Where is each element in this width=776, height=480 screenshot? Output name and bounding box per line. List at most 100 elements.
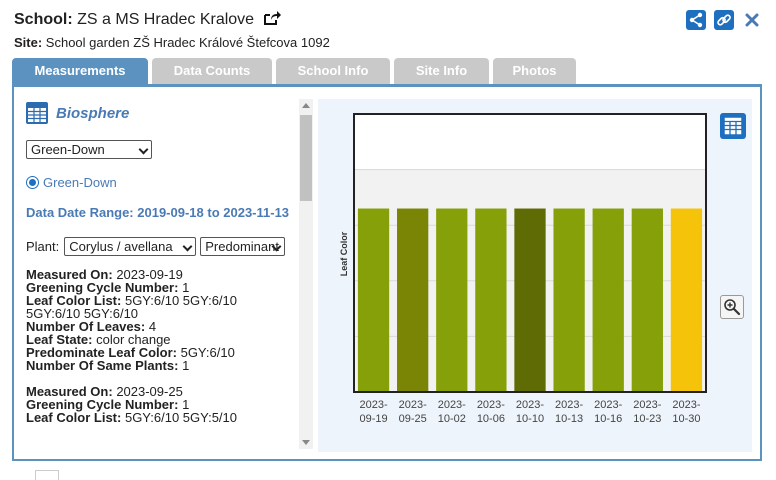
tab-data-counts[interactable]: Data Counts [152,58,272,84]
tab-photos[interactable]: Photos [493,58,576,84]
bar [475,208,507,392]
measurements-panel: Biosphere Green-Down Green-Down Data Dat… [12,84,762,461]
leaves-label: Number Of Leaves: [26,319,146,334]
bar [514,208,546,392]
scroll-up-arrow-icon[interactable] [302,103,310,108]
close-icon[interactable] [742,10,762,30]
bar [670,208,703,392]
date-range-label: Data Date Range: [26,205,134,220]
x-tick-label: 2023- [594,399,622,411]
measured-on-value: 2023-09-25 [116,384,183,399]
x-tick-label: 10-10 [516,413,544,425]
zoom-in-icon[interactable] [720,295,744,319]
protocol-title: Biosphere [26,102,290,124]
x-tick-label: 10-02 [438,413,466,425]
site-heading: Site: School garden ZŠ Hradec Králové Št… [14,35,330,51]
date-range-value: 2019-09-18 to 2023-11-13 [137,205,290,220]
chevron-down-icon [138,144,149,155]
x-tick-label: 10-06 [477,413,505,425]
bar [397,208,429,392]
leaves-value: 4 [148,319,157,334]
x-tick-label: 10-16 [594,413,622,425]
x-tick-label: 09-25 [399,413,427,425]
leaf-color-list-value: 5GY:6/10 5GY:5/10 [124,410,237,425]
x-tick-label: 10-30 [672,413,700,425]
plant-type-select-value: Predominant [205,239,279,254]
x-tick-label: 2023- [555,399,583,411]
school-heading: School: ZS a MS Hradec Kralove [14,10,281,30]
x-tick-label: 09-19 [359,413,387,425]
y-axis-label: Leaf Color [339,231,349,276]
protocol-name: Biosphere [56,104,130,122]
measurement-record: Measured On: 2023-09-25 Greening Cycle N… [26,385,290,424]
site-label: Site: [14,35,43,50]
plot-border [353,113,707,393]
plant-select-value: Corylus / avellana [69,239,173,254]
x-tick-label: 10-13 [555,413,583,425]
measured-on-label: Measured On: [26,384,113,399]
site-name: School garden ZŠ Hradec Králové Štefcova… [45,35,330,50]
plant-type-select[interactable]: Predominant [200,237,286,256]
leaf-color-list-label: Leaf Color List: [26,293,122,308]
panel-footer-tab [35,470,59,480]
radio-selected-icon[interactable] [26,176,39,189]
scroll-down-arrow-icon[interactable] [302,440,310,445]
plant-label: Plant: [26,239,60,254]
protocol-radio[interactable]: Green-Down [26,175,290,190]
chevron-down-icon [182,241,193,252]
link-icon[interactable] [714,10,734,30]
table-icon[interactable] [720,113,746,139]
share-icon[interactable] [686,10,706,30]
bar [592,208,624,392]
bar [631,208,663,392]
measured-on-label: Measured On: [26,267,113,282]
external-link-icon[interactable] [263,10,281,26]
bar [553,208,585,392]
bar [357,208,390,392]
measured-on-value: 2023-09-19 [116,267,183,282]
x-tick-label: 2023- [516,399,544,411]
chart-svg: 2023- 09-19 2023- 09-25 2023- 10-02 2023- 10-06… [339,113,707,425]
protocol-select-wrap: Green-Down [26,140,290,162]
leaf-color-chart: 2023- 09-19 2023- 09-25 2023- 10-02 2023- 10-06… [318,99,752,452]
leaf-color-list-value: 5GY:6/10 5GY:6/10 5GY:6/10 5GY:6/10 [26,293,237,321]
protocol-radio-label: Green-Down [43,175,117,190]
protocol-select[interactable]: Green-Down [26,140,152,159]
tab-measurements[interactable]: Measurements [12,58,148,84]
cycle-label: Greening Cycle Number: [26,397,179,412]
bar [436,208,468,392]
measurement-details[interactable]: Biosphere Green-Down Green-Down Data Dat… [26,99,290,449]
tab-site-info[interactable]: Site Info [394,58,489,84]
plant-filter: Plant: Corylus / avellana Predominant [26,237,290,256]
plant-select[interactable]: Corylus / avellana [64,237,197,256]
details-scrollbar[interactable] [299,99,313,449]
same-plants-value: 1 [182,358,190,373]
protocol-select-value: Green-Down [31,142,105,157]
x-tick-label: 2023- [477,399,505,411]
header-actions [686,10,762,30]
x-tick-label: 10-23 [633,413,661,425]
x-tick-label: 2023- [359,399,387,411]
cycle-value: 1 [182,280,190,295]
school-label: School: [14,11,73,28]
same-plants-label: Number Of Same Plants: [26,358,179,373]
measurement-record: Measured On: 2023-09-19 Greening Cycle N… [26,268,290,372]
predominate-label: Predominate Leaf Color: [26,345,177,360]
x-tick-label: 2023- [633,399,661,411]
x-tick-label: 2023- [399,399,427,411]
data-date-range: Data Date Range: 2019-09-18 to 2023-11-1… [26,202,290,223]
cycle-label: Greening Cycle Number: [26,280,179,295]
x-tick-label: 2023- [672,399,700,411]
predominate-value: 5GY:6/10 [180,345,235,360]
cycle-value: 1 [182,397,190,412]
leaf-state-value: color change [96,332,171,347]
tab-bar: Measurements Data Counts School Info Sit… [12,58,576,84]
scrollbar-thumb[interactable] [300,115,312,201]
tab-school-info[interactable]: School Info [276,58,390,84]
leaf-color-list-label: Leaf Color List: [26,410,122,425]
table-icon[interactable] [26,102,48,124]
leaf-state-label: Leaf State: [26,332,93,347]
x-tick-label: 2023- [438,399,466,411]
school-name: ZS a MS Hradec Kralove [77,11,255,28]
